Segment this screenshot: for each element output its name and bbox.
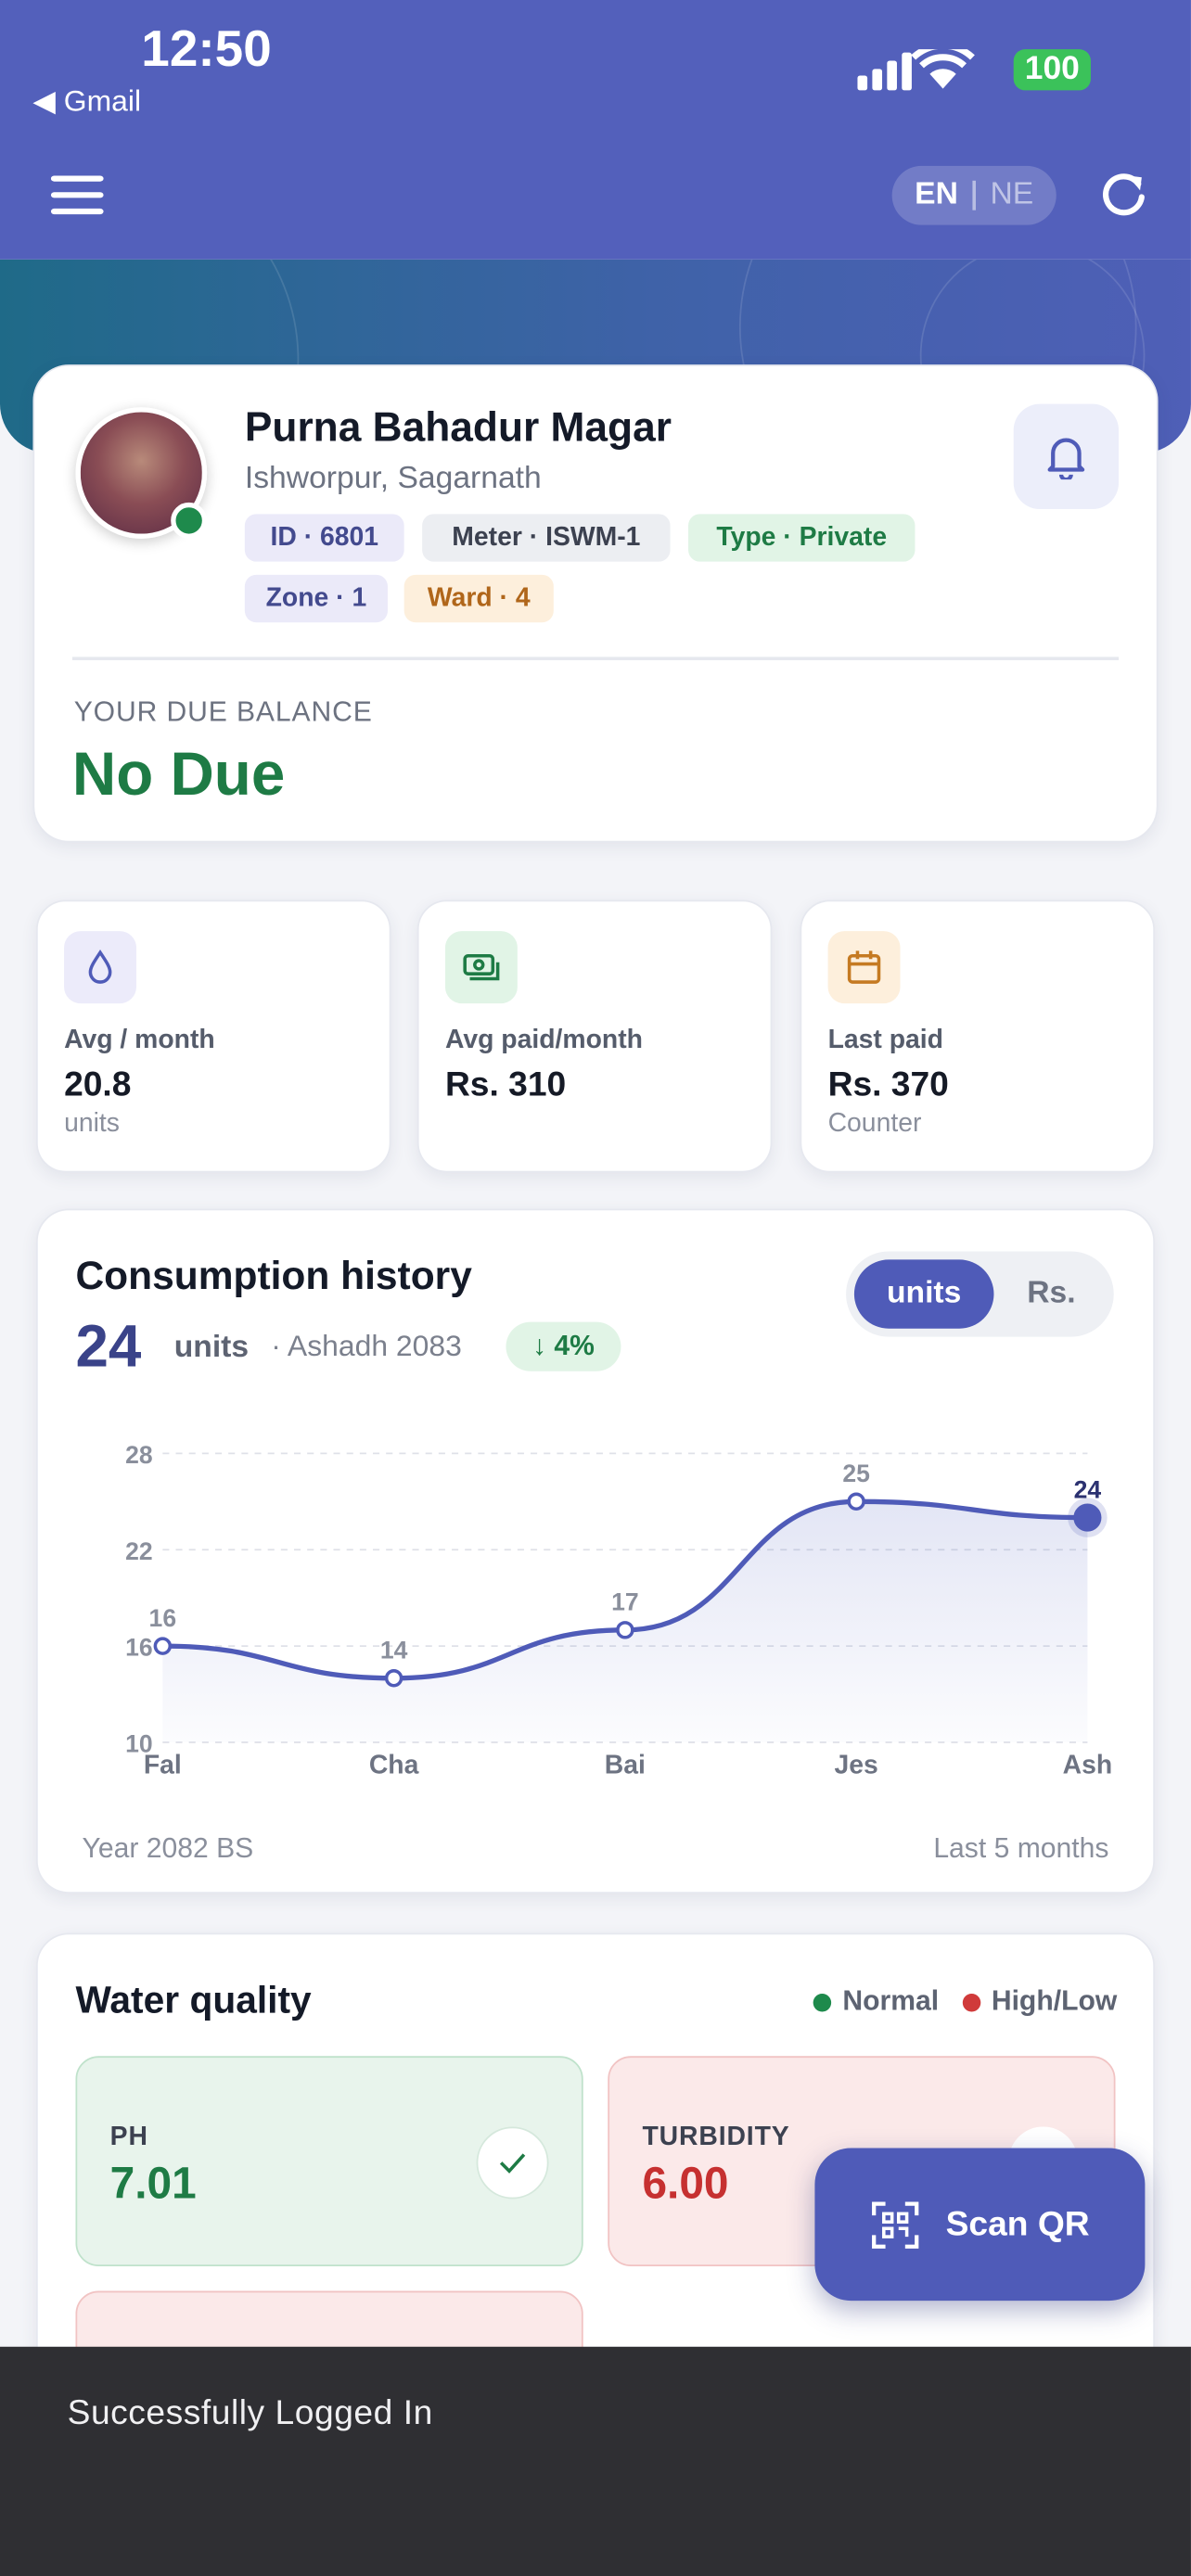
legend-label: Normal [842, 1985, 940, 2017]
stat-value: 20.8 [64, 1065, 132, 1104]
scan-qr-label[interactable]: Scan QR [945, 2204, 1090, 2243]
status-time: 12:50 [141, 19, 272, 78]
value-label: 17 [611, 1588, 639, 1616]
due-value: No Due [71, 740, 286, 809]
value-label: 25 [842, 1460, 870, 1487]
stat-label: Avg / month [64, 1026, 215, 1054]
current-value: 24 [75, 1312, 142, 1380]
point [1073, 1503, 1102, 1532]
tag: ID · 6801 [244, 514, 404, 562]
y-tick-label: 10 [125, 1730, 153, 1758]
refresh-button[interactable] [1097, 169, 1150, 222]
scan-qr-button[interactable]: Scan QR [814, 2148, 1146, 2302]
point [384, 1669, 403, 1688]
point [847, 1492, 865, 1511]
tag: Meter · ISWM-1 [422, 514, 671, 562]
lang-ne[interactable]: NE [990, 177, 1034, 212]
x-tick-label: Cha [369, 1751, 419, 1780]
stat-card: Avg / month 20.8 units [35, 899, 391, 1173]
y-tick-label: 28 [125, 1441, 153, 1469]
point [153, 1637, 173, 1655]
reading-label: TURBIDITY [642, 2123, 790, 2152]
legend-item: High/Low [961, 1985, 1118, 2018]
reading-value: 7.01 [109, 2158, 197, 2209]
toggle-option[interactable]: units [853, 1259, 994, 1329]
y-tick-label: 22 [125, 1537, 153, 1565]
divider [71, 657, 1120, 660]
toast: Successfully Logged In [0, 2346, 1191, 2576]
stat-label: Avg paid/month [444, 1026, 643, 1054]
x-tick-label: Jes [835, 1751, 878, 1780]
section-title: Water quality [75, 1978, 312, 2021]
header-bar [0, 0, 1191, 260]
current-period: · Ashadh 2083 [271, 1329, 462, 1363]
notification-button[interactable] [1013, 403, 1120, 510]
value-label: 16 [149, 1604, 177, 1632]
user-name: Purna Bahadur Magar [244, 404, 672, 452]
stat-unit: Counter [827, 1110, 922, 1139]
x-tick-label: Ash [1063, 1751, 1113, 1780]
section-title: Consumption history [75, 1255, 472, 1299]
due-label: YOUR DUE BALANCE [73, 695, 373, 728]
stat-value: Rs. 370 [827, 1065, 949, 1104]
reading-label: PH [109, 2123, 148, 2152]
back-app[interactable]: ◀ Gmail [32, 84, 142, 118]
battery: 100 [1013, 49, 1091, 91]
stat-value: Rs. 310 [444, 1065, 567, 1104]
x-tick-label: Bai [605, 1751, 646, 1780]
reading-value: 6.00 [642, 2158, 729, 2209]
language-toggle[interactable]: EN NE [891, 165, 1057, 225]
chart-footer: Year 2082 BS [82, 1832, 254, 1865]
legend-dot [813, 1993, 832, 2011]
current-unit: units [173, 1330, 250, 1365]
tag: Ward · 4 [403, 574, 554, 623]
reading-card: PH 7.01 [75, 2056, 583, 2266]
y-tick-label: 16 [125, 1634, 153, 1662]
point [616, 1621, 634, 1639]
consumption-chart: 10 16 22 28 16 14 17 25 24 Fal Cha Bai Jes Ash [125, 1441, 1113, 1780]
tag: Zone · 1 [244, 574, 388, 623]
legend-label: High/Low [991, 1985, 1118, 2017]
menu-button[interactable] [50, 174, 107, 217]
x-tick-label: Fal [144, 1751, 182, 1780]
stat-card: Last paid Rs. 370 Counter [800, 899, 1156, 1173]
stat-unit: units [64, 1110, 120, 1139]
signal-wifi [857, 49, 975, 91]
user-location: Ishworpur, Sagarnath [244, 461, 542, 496]
toggle-option[interactable]: Rs. [1027, 1276, 1076, 1311]
legend: Normal High/Low [772, 1983, 1117, 2020]
stat-card: Avg paid/month Rs. 310 [416, 899, 773, 1173]
legend-dot [961, 1993, 980, 2011]
online-dot [171, 502, 208, 539]
lang-en[interactable]: EN [915, 177, 958, 212]
profile-card [32, 364, 1159, 843]
chart-footer: Last 5 months [933, 1832, 1109, 1865]
value-label: 24 [1074, 1475, 1102, 1503]
tag: Type · Private [688, 514, 916, 562]
toast-message: Successfully Logged In [67, 2394, 433, 2432]
stat-label: Last paid [827, 1026, 943, 1054]
legend-item: Normal [813, 1985, 940, 2018]
value-label: 14 [380, 1637, 408, 1664]
change-badge: ↓ 4% [506, 1321, 621, 1371]
